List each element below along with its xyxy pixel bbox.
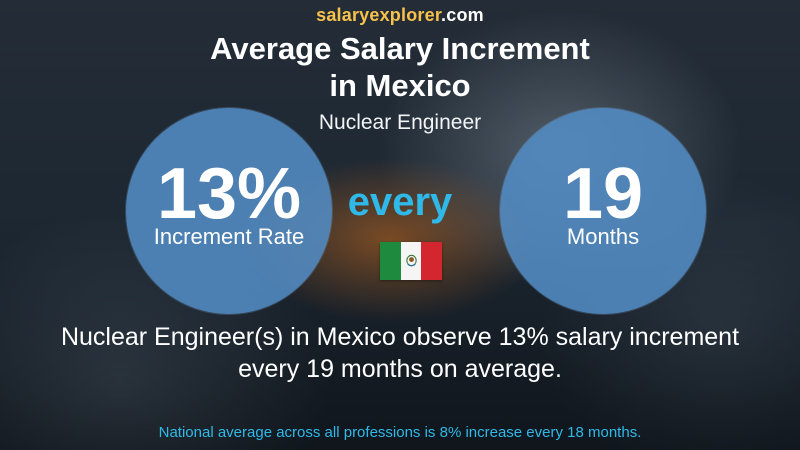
national-average-note: National average across all professions … — [158, 424, 642, 441]
flag-green-stripe — [380, 242, 401, 280]
increment-rate-label: Increment Rate — [153, 224, 305, 249]
every-connector: every — [347, 180, 453, 224]
title-line-1: Average Salary Increment — [210, 31, 590, 66]
increment-rate-value: 13% — [156, 154, 302, 234]
logo-part-explorer: explorer — [369, 5, 442, 25]
logo-part-salary: salary — [316, 5, 370, 25]
site-logo[interactable]: salaryexplorer.com — [0, 5, 800, 26]
job-title: Nuclear Engineer — [318, 111, 482, 134]
months-circle: 19 Months — [500, 108, 706, 314]
summary-text: Nuclear Engineer(s) in Mexico observe 13… — [0, 321, 800, 385]
flag-red-stripe — [421, 242, 443, 280]
logo-part-domain: .com — [441, 5, 484, 25]
months-value: 19 — [562, 154, 644, 234]
flag-white-stripe — [400, 242, 422, 280]
increment-rate-circle: 13% Increment Rate — [126, 108, 332, 314]
months-label: Months — [566, 224, 640, 249]
page-title: Average Salary Increment in Mexico — [0, 30, 800, 104]
coat-of-arms-icon — [405, 254, 417, 267]
summary-line-1: Nuclear Engineer(s) in Mexico observe 13… — [60, 323, 740, 351]
mexico-flag-icon — [380, 242, 443, 280]
title-line-2: in Mexico — [329, 68, 471, 103]
summary-line-2: every 19 months on average. — [238, 355, 562, 383]
